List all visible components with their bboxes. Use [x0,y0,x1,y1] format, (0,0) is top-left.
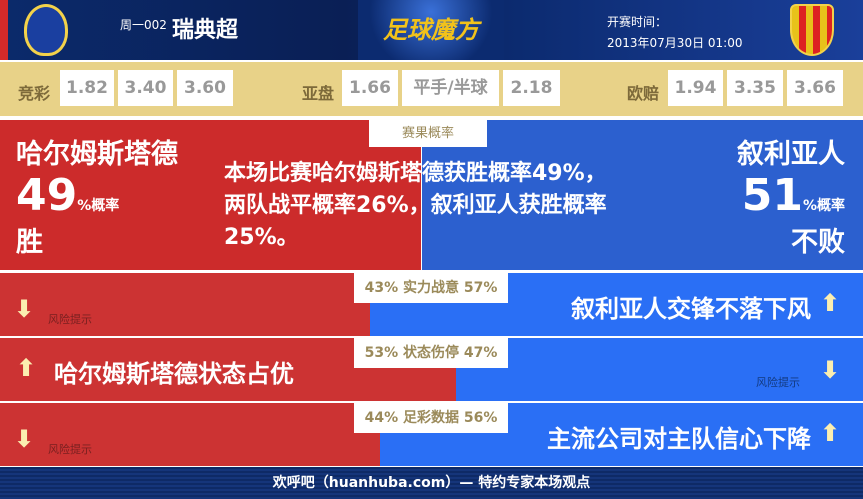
odds-value: 平手/半球 [402,70,499,106]
odds-label-ouzhou: 欧赔 [627,84,660,103]
home-share-bar [0,403,380,466]
odds-value: 3.66 [787,70,843,106]
brand-logo: 足球魔方 [358,0,504,60]
odds-value: 1.82 [60,70,114,106]
footer: 欢呼吧（huanhuba.com）— 特约专家本场观点 [0,467,863,499]
home-team-logo [24,4,68,56]
home-win-pct: 49%概率 [16,170,119,221]
kickoff-time: 2013年07月30日 01:00 [607,36,743,50]
arrow-down-icon: ⬇ [14,295,35,323]
result-probability-label: 赛果概率 [369,120,487,147]
row-label: 43% 实力战意 57% [354,273,508,303]
row-label: 53% 状态伤停 47% [354,338,508,368]
away-probability-panel [422,120,863,270]
home-result: 胜 [16,227,43,258]
row-text: 主流公司对主队信心下降 [547,425,811,453]
arrow-down-icon: ⬇ [820,356,841,384]
home-team-name: 哈尔姆斯塔德 [16,139,178,170]
home-pct-value: 49 [16,170,78,221]
home-share-bar [0,273,370,336]
risk-hint: 风险提示 [48,313,92,326]
odds-value: 1.66 [342,70,398,106]
arrow-up-icon: ⬆ [16,354,37,382]
kickoff-label: 开赛时间： [607,15,668,29]
odds-value: 3.60 [177,70,233,106]
away-team-name: 叙利亚人 [737,139,845,170]
arrow-down-icon: ⬇ [14,425,35,453]
away-pct-value: 51 [741,170,803,221]
away-result: 不败 [791,227,845,258]
arrow-up-icon: ⬆ [820,419,841,447]
home-probability-panel [0,120,421,270]
risk-hint: 风险提示 [756,376,800,389]
arrow-up-icon: ⬆ [820,289,841,317]
odds-value: 3.35 [727,70,783,106]
odds-label-yapan: 亚盘 [302,84,335,103]
odds-value: 1.94 [668,70,723,106]
away-team-logo [790,4,834,56]
odds-label-jingcai: 竞彩 [18,84,51,103]
row-text: 哈尔姆斯塔德状态占优 [54,360,294,388]
pct-unit: %概率 [77,198,120,214]
odds-value: 2.18 [503,70,560,106]
pct-unit: %概率 [802,198,845,214]
league-code: 周一002 [120,18,167,32]
league-name: 瑞典超 [172,18,239,43]
odds-value: 3.40 [118,70,173,106]
accent-stripe [0,0,8,60]
away-pct: 51%概率 [742,170,845,221]
row-label: 44% 足彩数据 56% [354,403,508,433]
probability-summary: 本场比赛哈尔姆斯塔德获胜概率49%，两队战平概率26%，叙利亚人获胜概率25%。 [224,161,607,250]
risk-hint: 风险提示 [48,443,92,456]
row-text: 叙利亚人交锋不落下风 [571,295,811,323]
